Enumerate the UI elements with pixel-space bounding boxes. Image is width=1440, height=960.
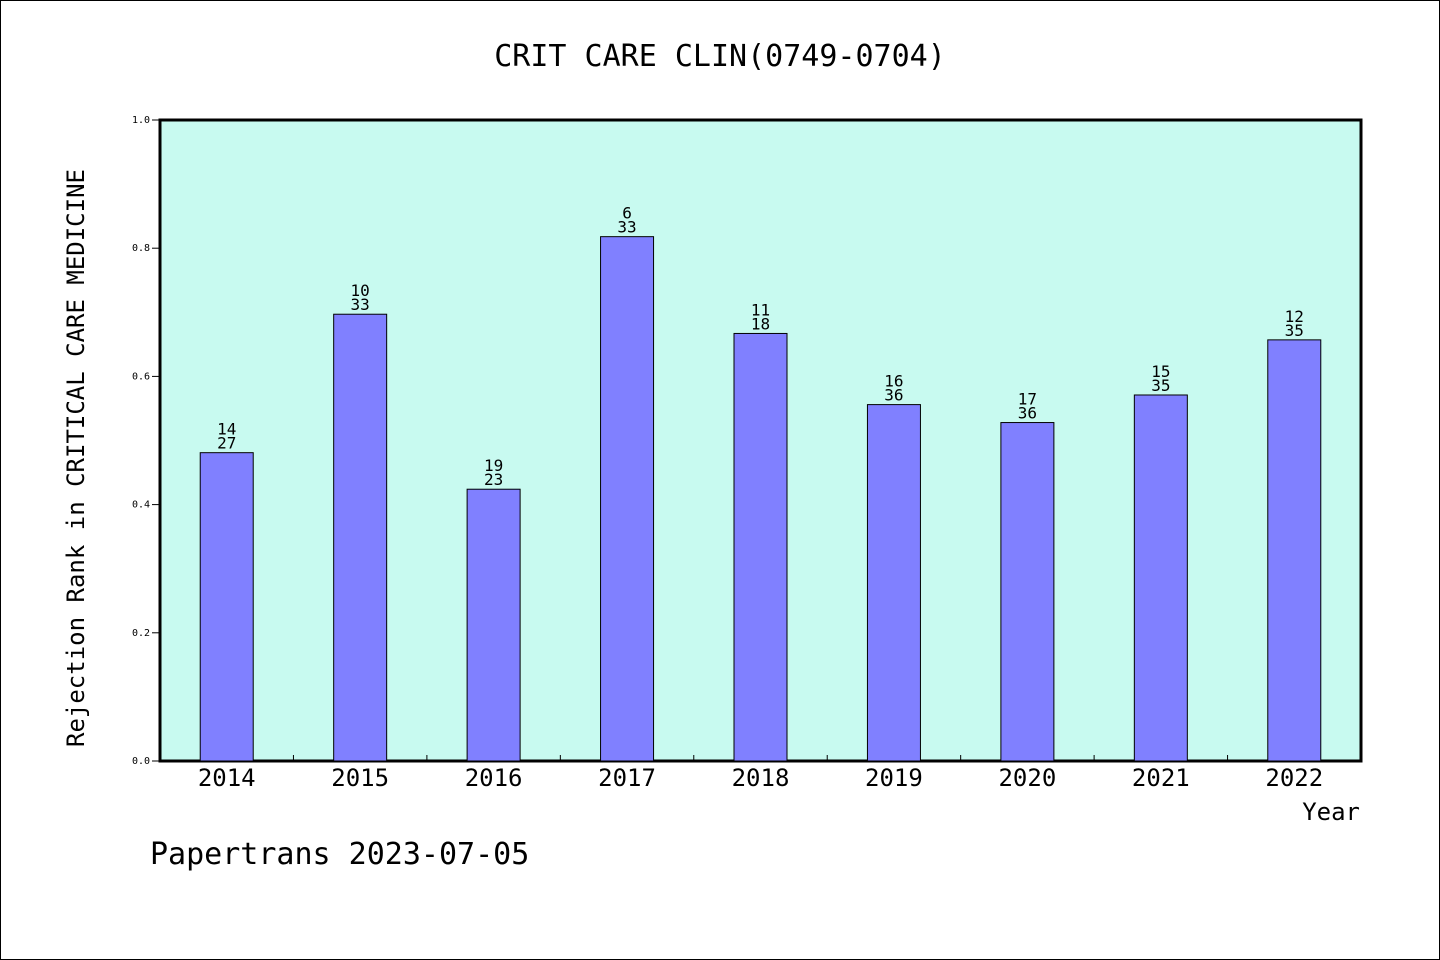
x-axis: 2014 2015 2016 2017 2018 2019 2020 2021 2022 <box>198 755 1323 792</box>
bar-label-bottom: 33 <box>617 218 636 237</box>
x-tick-label: 2016 <box>465 764 523 792</box>
bar-label-bottom: 33 <box>351 295 370 314</box>
bar-label-top: 10 <box>351 281 370 300</box>
bar-2018 <box>733 332 788 762</box>
bar-label-bottom: 35 <box>1285 321 1304 340</box>
x-tick-label: 2019 <box>865 764 923 792</box>
y-tick-label: 1.0 <box>132 115 150 126</box>
bar-label-bottom: 36 <box>884 386 903 405</box>
y-tick-label: 0.6 <box>132 371 150 382</box>
bar-label-bottom: 23 <box>484 470 503 489</box>
bar-label-top: 15 <box>1151 362 1170 381</box>
x-tick-label: 2014 <box>198 764 256 792</box>
y-axis: 0.0 0.2 0.4 0.6 0.8 1.0 <box>132 115 160 767</box>
y-tick-label: 0.2 <box>132 628 150 639</box>
bar-2016 <box>466 488 521 762</box>
bar-2017 <box>600 236 655 762</box>
bar-label-bottom: 18 <box>751 314 770 333</box>
y-tick-label: 0.8 <box>132 243 150 254</box>
bar-label-bottom: 35 <box>1151 376 1170 395</box>
x-tick-label: 2018 <box>732 764 790 792</box>
bar-label-top: 19 <box>484 456 503 475</box>
bar-label-top: 17 <box>1018 390 1037 409</box>
x-tick-label: 2021 <box>1132 764 1190 792</box>
x-tick-label: 2022 <box>1265 764 1323 792</box>
bar-2014 <box>199 452 254 762</box>
y-tick-label: 0.4 <box>132 500 150 511</box>
chart-title: CRIT CARE CLIN(0749-0704) <box>494 39 946 74</box>
bar-2021 <box>1133 394 1188 762</box>
y-tick-label: 0.0 <box>132 756 150 767</box>
bar-label-top: 11 <box>751 300 770 319</box>
y-axis-label: Rejection Rank in CRITICAL CARE MEDICINE <box>62 169 90 747</box>
bar-label-top: 14 <box>217 420 236 439</box>
x-axis-label: Year <box>1302 798 1360 826</box>
bar-label-top: 16 <box>884 372 903 391</box>
bar-label-bottom: 36 <box>1018 404 1037 423</box>
bar-2022 <box>1267 339 1322 762</box>
bar-2015 <box>333 313 388 762</box>
bar-label-top: 6 <box>622 204 632 223</box>
bar-2020 <box>1000 422 1055 762</box>
bar-label-top: 12 <box>1285 307 1304 326</box>
footer-text: Papertrans 2023-07-05 <box>150 837 529 872</box>
x-tick-label: 2020 <box>998 764 1056 792</box>
x-tick-label: 2017 <box>598 764 656 792</box>
x-tick-label: 2015 <box>331 764 389 792</box>
bar-2019 <box>866 404 921 762</box>
bar-label-bottom: 27 <box>217 434 236 453</box>
